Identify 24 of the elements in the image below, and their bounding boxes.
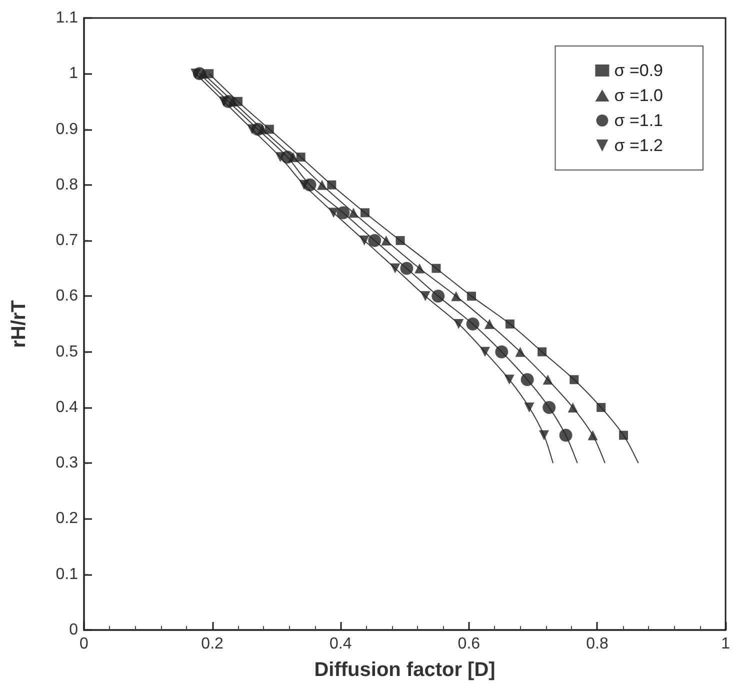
legend-label: σ =1.0: [614, 86, 664, 105]
y-tick-label: 0: [69, 622, 78, 638]
y-tick-label: 0.9: [56, 120, 78, 138]
y-tick-label: 1.1: [56, 10, 78, 26]
y-tick-label: 0.4: [56, 398, 78, 416]
legend-label: σ =1.2: [614, 136, 664, 155]
y-tick-label: 1: [69, 65, 78, 82]
x-tick-label: 0.8: [586, 636, 608, 652]
legend-label: σ =1.1: [614, 111, 664, 130]
y-tick-label: 0.1: [56, 566, 78, 583]
y-axis-title: rH/rT: [8, 300, 30, 348]
legend-label: σ =0.9: [614, 61, 664, 80]
x-tick-label: 0.4: [329, 636, 352, 652]
x-axis-title: Diffusion factor [D]: [314, 659, 496, 681]
y-tick-label: 0.6: [56, 288, 78, 305]
y-tick-label: 0.7: [56, 232, 78, 250]
x-tick-label: 0: [80, 636, 89, 652]
y-tick-label: 0.2: [56, 510, 78, 528]
x-tick-label: 1: [721, 636, 730, 652]
x-tick-label: 0.6: [458, 636, 480, 652]
y-tick-label: 0.8: [56, 176, 78, 194]
y-tick-label: 0.3: [56, 454, 78, 472]
x-tick-label: 0.2: [201, 636, 224, 652]
y-tick-label: 0.5: [56, 343, 78, 360]
